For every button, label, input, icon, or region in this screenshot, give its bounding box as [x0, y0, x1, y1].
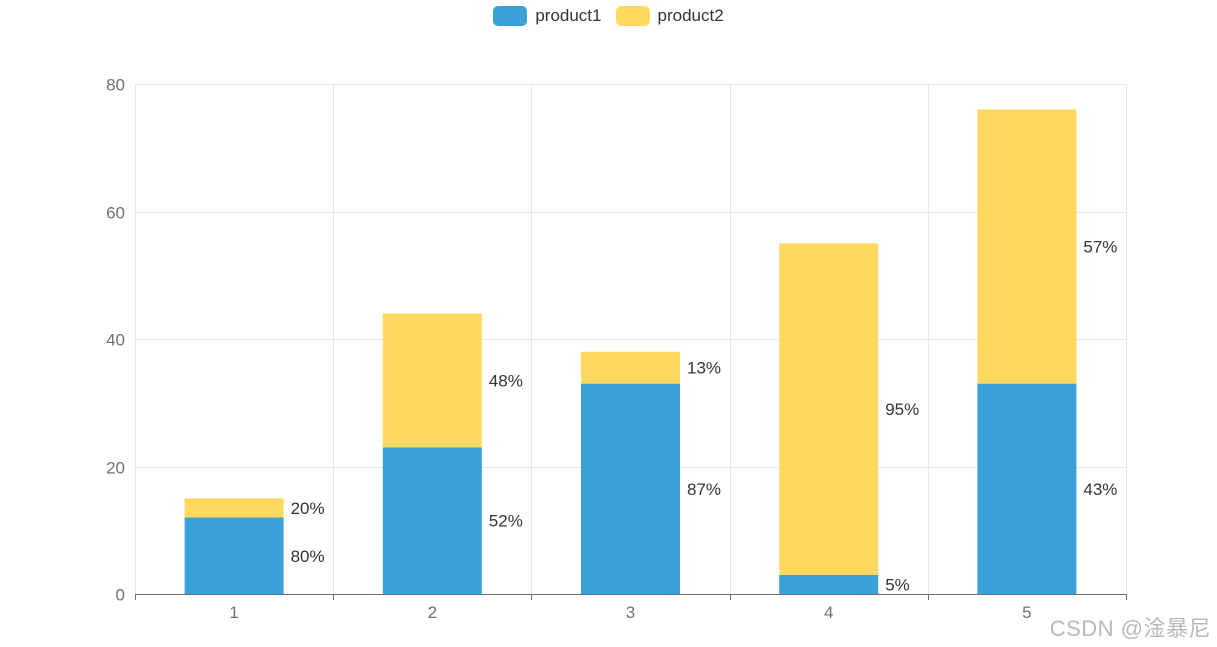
data-label-product1: 5% [885, 575, 910, 594]
bar-product2-5 [977, 109, 1077, 384]
legend: product1 product2 [0, 6, 1217, 26]
y-tick-label: 40 [106, 331, 125, 350]
x-tick-label: 4 [824, 603, 833, 622]
x-tick-label: 2 [428, 603, 437, 622]
bar-product1-3 [581, 383, 680, 594]
watermark: CSDN @淦暴尼 [1049, 616, 1211, 641]
bar-product1-5 [977, 383, 1077, 594]
bar-product2-4 [779, 243, 879, 575]
data-label-product2: 95% [885, 400, 919, 419]
x-tick-label: 3 [626, 603, 635, 622]
bar-product1-2 [382, 447, 482, 594]
data-label-product2: 57% [1083, 238, 1117, 257]
data-label-product2: 13% [687, 359, 721, 378]
y-tick-label: 60 [106, 204, 125, 223]
y-tick-label: 0 [116, 586, 125, 605]
legend-swatch-product2 [615, 6, 650, 26]
y-tick-label: 80 [106, 76, 125, 95]
data-label-product1: 43% [1083, 480, 1117, 499]
data-label-product1: 52% [489, 512, 523, 531]
y-tick-label: 20 [106, 459, 125, 478]
bar-product2-2 [382, 313, 482, 448]
legend-label-product1: product1 [535, 6, 602, 25]
data-label-product1: 80% [291, 547, 325, 566]
data-label-product2: 20% [291, 499, 325, 518]
bar-product2-1 [184, 498, 284, 518]
data-label-product2: 48% [489, 371, 523, 390]
legend-label-product2: product2 [657, 6, 724, 25]
bar-product2-3 [581, 351, 680, 384]
legend-item-product1[interactable]: product1 [493, 6, 602, 26]
legend-item-product2[interactable]: product2 [615, 6, 724, 26]
bar-product1-1 [184, 517, 284, 594]
data-label-product1: 87% [687, 480, 721, 499]
x-tick-label: 1 [229, 603, 238, 622]
legend-swatch-product1 [493, 6, 528, 26]
bar-product1-4 [779, 574, 879, 594]
x-tick-label: 5 [1022, 603, 1031, 622]
